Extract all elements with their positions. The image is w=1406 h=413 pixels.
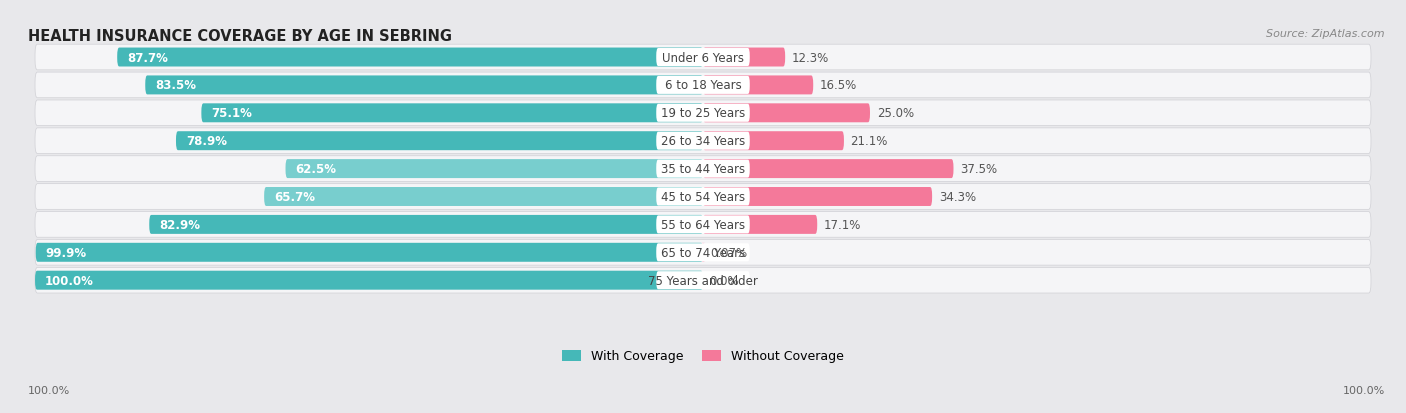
- FancyBboxPatch shape: [264, 188, 703, 206]
- FancyBboxPatch shape: [285, 160, 703, 179]
- Text: 78.9%: 78.9%: [186, 135, 226, 148]
- FancyBboxPatch shape: [703, 132, 844, 151]
- Text: 12.3%: 12.3%: [792, 51, 830, 64]
- Text: 100.0%: 100.0%: [45, 274, 94, 287]
- Text: 0.07%: 0.07%: [710, 246, 747, 259]
- FancyBboxPatch shape: [35, 128, 1371, 154]
- Text: 6 to 18 Years: 6 to 18 Years: [665, 79, 741, 92]
- Text: 26 to 34 Years: 26 to 34 Years: [661, 135, 745, 148]
- FancyBboxPatch shape: [657, 216, 749, 234]
- Text: 45 to 54 Years: 45 to 54 Years: [661, 190, 745, 204]
- Text: 55 to 64 Years: 55 to 64 Years: [661, 218, 745, 231]
- Text: 87.7%: 87.7%: [127, 51, 169, 64]
- Text: 100.0%: 100.0%: [28, 385, 70, 395]
- FancyBboxPatch shape: [657, 104, 749, 123]
- FancyBboxPatch shape: [145, 76, 703, 95]
- FancyBboxPatch shape: [35, 45, 1371, 71]
- FancyBboxPatch shape: [703, 48, 785, 67]
- FancyBboxPatch shape: [35, 243, 703, 262]
- FancyBboxPatch shape: [35, 73, 1371, 99]
- Text: HEALTH INSURANCE COVERAGE BY AGE IN SEBRING: HEALTH INSURANCE COVERAGE BY AGE IN SEBR…: [28, 29, 453, 44]
- FancyBboxPatch shape: [35, 240, 1371, 266]
- Text: 99.9%: 99.9%: [46, 246, 87, 259]
- Text: 16.5%: 16.5%: [820, 79, 858, 92]
- Text: 75 Years and older: 75 Years and older: [648, 274, 758, 287]
- Text: 21.1%: 21.1%: [851, 135, 889, 148]
- FancyBboxPatch shape: [657, 188, 749, 206]
- Text: 82.9%: 82.9%: [159, 218, 200, 231]
- Text: 65.7%: 65.7%: [274, 190, 315, 204]
- FancyBboxPatch shape: [35, 271, 703, 290]
- Text: 34.3%: 34.3%: [939, 190, 976, 204]
- FancyBboxPatch shape: [702, 243, 704, 262]
- Text: 0.0%: 0.0%: [710, 274, 740, 287]
- FancyBboxPatch shape: [703, 104, 870, 123]
- FancyBboxPatch shape: [657, 271, 749, 290]
- FancyBboxPatch shape: [657, 77, 749, 95]
- FancyBboxPatch shape: [149, 216, 703, 234]
- FancyBboxPatch shape: [657, 133, 749, 150]
- FancyBboxPatch shape: [703, 188, 932, 206]
- Legend: With Coverage, Without Coverage: With Coverage, Without Coverage: [557, 345, 849, 368]
- FancyBboxPatch shape: [703, 160, 953, 179]
- FancyBboxPatch shape: [35, 157, 1371, 182]
- FancyBboxPatch shape: [35, 101, 1371, 126]
- FancyBboxPatch shape: [657, 160, 749, 178]
- FancyBboxPatch shape: [657, 244, 749, 262]
- Text: Under 6 Years: Under 6 Years: [662, 51, 744, 64]
- Text: 19 to 25 Years: 19 to 25 Years: [661, 107, 745, 120]
- FancyBboxPatch shape: [35, 212, 1371, 237]
- FancyBboxPatch shape: [657, 49, 749, 67]
- FancyBboxPatch shape: [35, 268, 1371, 293]
- Text: 62.5%: 62.5%: [295, 163, 336, 176]
- Text: 35 to 44 Years: 35 to 44 Years: [661, 163, 745, 176]
- FancyBboxPatch shape: [176, 132, 703, 151]
- FancyBboxPatch shape: [703, 76, 813, 95]
- Text: 75.1%: 75.1%: [211, 107, 252, 120]
- Text: 65 to 74 Years: 65 to 74 Years: [661, 246, 745, 259]
- Text: 83.5%: 83.5%: [155, 79, 197, 92]
- FancyBboxPatch shape: [35, 184, 1371, 210]
- FancyBboxPatch shape: [117, 48, 703, 67]
- Text: Source: ZipAtlas.com: Source: ZipAtlas.com: [1267, 29, 1385, 39]
- Text: 37.5%: 37.5%: [960, 163, 997, 176]
- Text: 100.0%: 100.0%: [1343, 385, 1385, 395]
- FancyBboxPatch shape: [201, 104, 703, 123]
- Text: 25.0%: 25.0%: [877, 107, 914, 120]
- FancyBboxPatch shape: [703, 216, 817, 234]
- Text: 17.1%: 17.1%: [824, 218, 862, 231]
